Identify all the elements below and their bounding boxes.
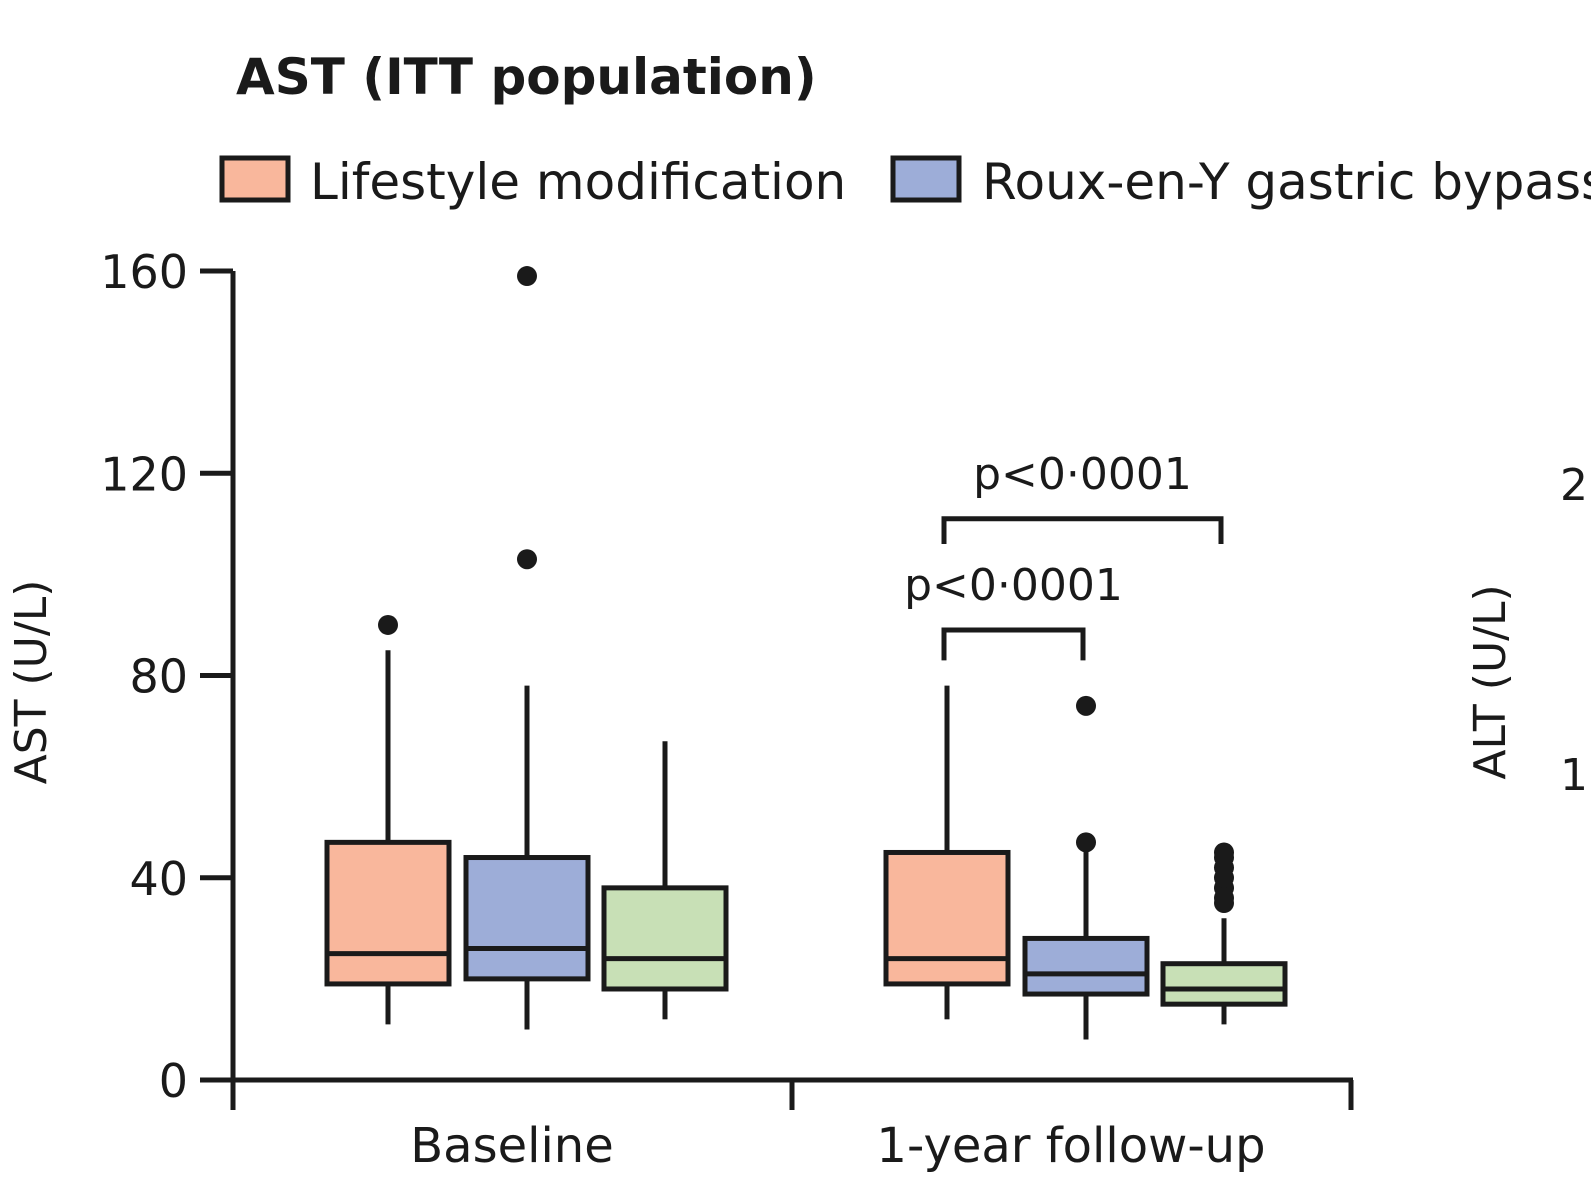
outlier-point: [1076, 695, 1096, 716]
x-category-label-followup: 1-year follow-up: [876, 1118, 1265, 1174]
box-plot: [1022, 695, 1150, 1040]
box-iqr: [601, 885, 729, 992]
y-tick-label: 40: [129, 852, 188, 906]
legend-swatch-bypass: [890, 155, 962, 203]
chart-title: AST (ITT population): [236, 48, 817, 106]
y-axis-label: AST (U/L): [6, 580, 57, 785]
box-iqr: [324, 839, 452, 987]
p-value-label: p<0·0001: [973, 449, 1192, 500]
partial-y-axis-label: ALT (U/L): [1465, 584, 1516, 779]
box-plot: [324, 614, 452, 1025]
box-iqr: [1160, 961, 1288, 1007]
box-plot: [601, 741, 729, 1020]
outlier-point: [517, 549, 537, 570]
legend-label-lifestyle: Lifestyle modification: [310, 153, 846, 211]
box-iqr: [463, 855, 591, 982]
outlier-point: [378, 614, 398, 635]
outlier-point: [517, 266, 537, 287]
y-tick-label: 0: [159, 1054, 188, 1108]
box-plot: [1160, 842, 1288, 1025]
box-iqr: [1022, 935, 1150, 997]
y-axis-ticks: 0 40 80 120 160: [100, 245, 233, 1108]
y-tick-label: 160: [100, 245, 188, 299]
partial-tick-label: 1: [1560, 750, 1588, 801]
x-category-label-baseline: Baseline: [410, 1118, 614, 1174]
legend: Lifestyle modification Roux-en-Y gastric…: [219, 153, 1591, 211]
box-iqr: [883, 849, 1011, 987]
box-plots: [324, 266, 1288, 1040]
legend-label-bypass: Roux-en-Y gastric bypass: [982, 153, 1591, 211]
partial-tick-label: 2: [1560, 460, 1588, 511]
legend-swatch-lifestyle: [219, 155, 291, 203]
y-tick-label: 120: [100, 447, 188, 501]
partial-alt-panel: ALT (U/L) 2 1: [1465, 460, 1588, 801]
significance-annotations: p<0·0001 p<0·0001: [904, 449, 1224, 661]
outlier-point: [1214, 842, 1234, 863]
y-tick-label: 80: [129, 650, 188, 704]
p-value-label: p<0·0001: [904, 560, 1123, 611]
significance-bracket: [941, 627, 1086, 661]
outlier-point: [1076, 832, 1096, 853]
box-plot: [883, 685, 1011, 1020]
box-plot: [463, 266, 591, 1030]
significance-bracket: [941, 516, 1224, 545]
